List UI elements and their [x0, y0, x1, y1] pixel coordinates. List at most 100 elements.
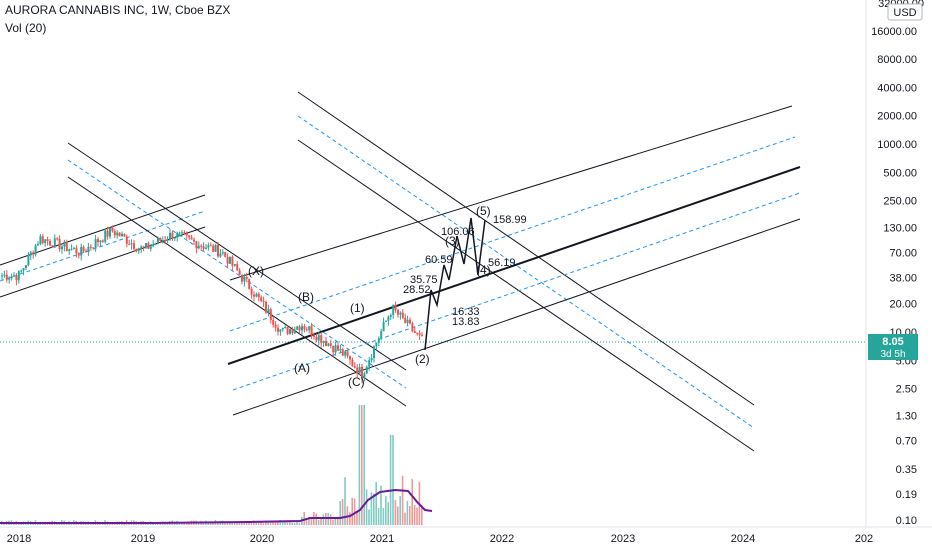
candle-body [166, 239, 169, 241]
target-13-83: 13.83 [452, 316, 480, 328]
candle-body [94, 239, 97, 248]
channel-drawings[interactable] [0, 91, 801, 452]
volume-bar [370, 492, 373, 525]
time-axis[interactable]: 2018 2019 2020 2021 2022 2023 2024 202 [7, 533, 873, 545]
desc-channel-upper[interactable] [67, 142, 407, 371]
price-tick-label: 250.00 [883, 196, 917, 208]
projected-wave-path[interactable] [424, 217, 486, 351]
candle-body [15, 275, 18, 281]
price-axis[interactable]: 32000.00 USD 16000.008000.004000.002000.… [868, 0, 928, 527]
candle-body [243, 276, 246, 282]
candle-body [231, 256, 234, 266]
candle-body [221, 252, 224, 254]
asc-channel-upper-mid[interactable] [229, 136, 796, 332]
volume-bar [356, 511, 358, 525]
candle-body [320, 335, 323, 343]
candle-body [63, 241, 66, 247]
candle-body [142, 246, 145, 248]
volume-bar [308, 519, 310, 525]
candle-body [53, 238, 56, 248]
volume-bar [265, 520, 267, 525]
volume-bar [315, 513, 317, 525]
volume-bar [344, 477, 346, 525]
candle-body [37, 244, 39, 246]
candle-body [274, 324, 277, 328]
target-60-59: 60.59 [425, 254, 453, 266]
last-price-badge [868, 334, 918, 360]
candle-body [82, 246, 85, 252]
candle-body [140, 246, 143, 249]
candle-body [253, 294, 255, 297]
candle-body [272, 320, 275, 325]
candle-body [260, 297, 263, 301]
volume-bar [421, 504, 423, 525]
candle-body [219, 253, 222, 257]
time-label-partial: 202 [855, 533, 873, 545]
candle-body [370, 357, 373, 361]
desc-channel-mid[interactable] [67, 159, 407, 389]
wave-label-2: (2) [415, 352, 430, 366]
candle-body [106, 230, 109, 237]
big-desc-upper[interactable] [297, 91, 755, 406]
candle-body [65, 241, 68, 252]
asc-channel-upper[interactable] [229, 105, 793, 281]
candle-body [193, 239, 195, 242]
volume-bar [334, 518, 337, 525]
target-28-52: 28.52 [403, 284, 431, 296]
candle-body [229, 256, 231, 264]
candle-body [365, 366, 368, 374]
target-158-99: 158.99 [493, 214, 527, 226]
asc-channel-lower-mid[interactable] [232, 192, 801, 391]
candle-body [58, 238, 61, 250]
wave-label-1: (1) [350, 301, 365, 315]
time-label-2023: 2023 [611, 533, 635, 545]
wave-label-3: (3) [445, 234, 460, 248]
candle-body [137, 248, 140, 251]
volume-bar [368, 509, 370, 525]
candle-body [70, 248, 73, 250]
price-tick-label: 16000.00 [871, 26, 917, 38]
volume-bar [387, 502, 389, 525]
candle-body [409, 319, 411, 324]
candle-body [44, 239, 47, 243]
asc-channel-median[interactable] [227, 166, 801, 365]
candle-body [377, 338, 380, 343]
candle-body [130, 243, 133, 245]
candle-body [209, 245, 212, 247]
candle-body [358, 366, 361, 374]
candle-body [293, 329, 296, 334]
currency-button[interactable] [887, 3, 923, 21]
time-label-2022: 2022 [490, 533, 514, 545]
candle-body [344, 351, 347, 356]
price-tick-label: 38.00 [889, 273, 917, 285]
candle-body [361, 366, 363, 379]
volume-bar [380, 485, 382, 525]
volume-bar [341, 499, 344, 525]
candle-body [10, 276, 13, 279]
candle-body [183, 232, 186, 234]
volume-bar [377, 508, 380, 525]
volume-bar [286, 522, 289, 525]
candle-body [25, 265, 27, 269]
volume-bars [1, 405, 423, 525]
volume-bar [224, 522, 226, 525]
early-channel-mid[interactable] [0, 210, 206, 282]
candle-body [51, 245, 54, 248]
desc-channel-lower[interactable] [67, 176, 407, 407]
price-tick-label: 130.00 [883, 222, 917, 234]
candle-body [149, 246, 152, 249]
volume-bar [279, 520, 281, 525]
candle-body [73, 248, 75, 250]
big-desc-lower[interactable] [297, 139, 755, 452]
asc-channel-lower[interactable] [232, 218, 801, 416]
candle-body [353, 366, 356, 368]
candle-body [315, 336, 318, 341]
candle-body [123, 233, 126, 237]
candle-body [181, 232, 183, 234]
candle-body [188, 235, 191, 238]
candle-body [224, 252, 227, 257]
candle-body [135, 248, 138, 251]
candle-body [334, 345, 337, 353]
big-desc-mid[interactable] [297, 115, 755, 429]
